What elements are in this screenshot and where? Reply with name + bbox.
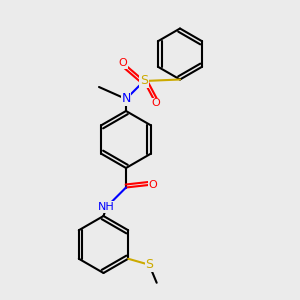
- Text: S: S: [145, 258, 153, 271]
- Text: O: O: [148, 179, 158, 190]
- Text: O: O: [152, 98, 160, 109]
- Text: NH: NH: [98, 202, 115, 212]
- Text: S: S: [140, 74, 148, 88]
- Text: O: O: [118, 58, 127, 68]
- Text: N: N: [121, 92, 131, 106]
